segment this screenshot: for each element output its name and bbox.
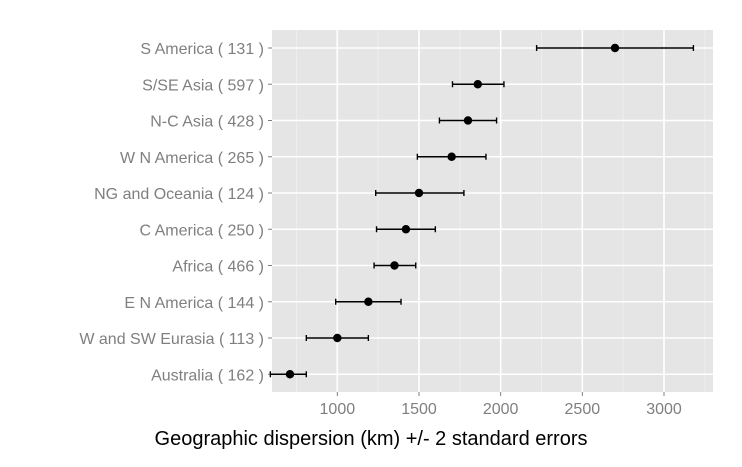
y-axis-category-labels: S America ( 131 ) S/SE Asia ( 597 ) N-C As… — [79, 41, 264, 384]
series-error-bars — [269, 43, 695, 379]
data-point — [333, 333, 342, 343]
error-bar-group — [305, 333, 370, 343]
data-point — [473, 80, 482, 89]
data-point — [401, 225, 411, 234]
data-point — [364, 297, 373, 306]
data-point — [390, 261, 399, 270]
error-bar-group — [416, 152, 487, 161]
data-point — [414, 188, 424, 198]
error-bar-group — [438, 116, 498, 125]
plot-panel — [272, 30, 713, 392]
error-bar-group — [375, 188, 465, 198]
y-category-label: S America ( 131 ) — [140, 41, 264, 58]
error-bar-group — [451, 80, 505, 89]
x-tick-label: 1000 — [320, 401, 356, 418]
y-category-label: E N America ( 144 ) — [124, 295, 264, 312]
x-axis-title: Geographic dispersion (km) +/- 2 standar… — [155, 428, 588, 450]
data-point — [285, 370, 295, 379]
error-bar-group — [269, 370, 307, 379]
data-point — [447, 152, 456, 161]
error-bar-group — [375, 225, 437, 234]
error-bar-group — [373, 261, 417, 270]
x-tick-label: 2000 — [483, 401, 519, 418]
y-category-label: W N America ( 265 ) — [120, 150, 264, 167]
y-axis-ticks — [268, 47, 272, 375]
y-category-label: W and SW Eurasia ( 113 ) — [79, 331, 264, 348]
error-bar-group — [535, 43, 695, 53]
x-tick-label: 2500 — [565, 401, 601, 418]
data-point — [463, 116, 473, 125]
grid-lines — [272, 30, 713, 392]
y-category-label: Africa ( 466 ) — [172, 259, 264, 276]
y-category-label: NG and Oceania ( 124 ) — [94, 186, 264, 203]
error-bar-group — [335, 297, 402, 306]
y-category-label: S/SE Asia ( 597 ) — [142, 77, 264, 94]
y-category-label: Australia ( 162 ) — [151, 367, 264, 384]
y-category-label: N-C Asia ( 428 ) — [150, 114, 264, 131]
y-category-label: C America ( 250 ) — [140, 222, 264, 239]
x-tick-label: 3000 — [646, 401, 682, 418]
x-axis-ticks — [336, 392, 665, 396]
x-tick-label: 1500 — [401, 401, 437, 418]
data-point — [610, 43, 620, 53]
x-axis-tick-labels: 1000 1500 2000 2500 3000 — [320, 401, 682, 418]
